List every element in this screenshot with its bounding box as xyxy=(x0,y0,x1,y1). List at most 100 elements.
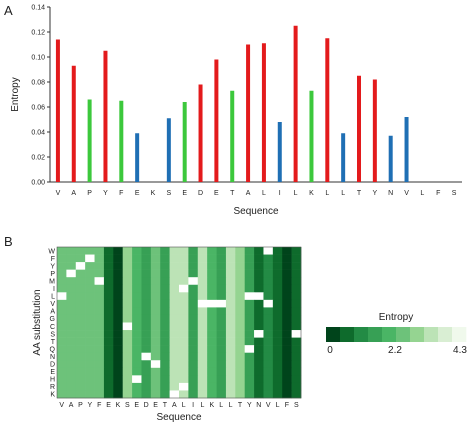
heatmap-cell xyxy=(244,360,255,369)
legend-swatch xyxy=(382,327,397,342)
heatmap-cell xyxy=(160,269,170,278)
heatmap-cell xyxy=(263,247,274,255)
heatmap-cell xyxy=(244,352,255,361)
column-label: F xyxy=(97,402,101,409)
column-label: T xyxy=(238,402,243,409)
heatmap-cell xyxy=(122,254,133,263)
heatmap-cell xyxy=(282,284,292,293)
heatmap-cell xyxy=(75,337,86,346)
heatmap-cell xyxy=(66,367,77,376)
heatmap-cell xyxy=(94,254,105,263)
heatmap-cell xyxy=(57,254,67,263)
heatmap-cell xyxy=(225,307,236,316)
heatmap-cell xyxy=(103,337,114,346)
heatmap-cell xyxy=(150,277,161,286)
legend-swatch xyxy=(410,327,425,342)
heatmap-cell xyxy=(272,375,283,384)
heatmap-cell xyxy=(263,314,274,323)
heatmap-cell xyxy=(207,330,217,338)
heatmap-cell xyxy=(169,277,180,286)
heatmap-cell xyxy=(235,247,245,255)
heatmap-cell xyxy=(244,330,255,338)
heatmap-cell xyxy=(282,262,292,270)
heatmap-cell xyxy=(141,299,152,308)
heatmap-cell xyxy=(272,262,283,270)
heatmap-cell xyxy=(254,360,264,369)
heatmap-cell xyxy=(225,262,236,270)
heatmap-cell xyxy=(122,299,133,308)
heatmap-cell xyxy=(160,360,170,369)
heatmap-cell xyxy=(188,247,199,255)
x-tick-label: Y xyxy=(373,190,378,197)
heatmap-cell xyxy=(197,337,208,346)
heatmap-cell xyxy=(141,314,152,323)
heatmap-cell xyxy=(291,262,302,270)
heatmap-cell xyxy=(188,292,199,301)
column-label: D xyxy=(144,402,149,409)
heatmap-cell xyxy=(132,352,142,361)
column-label: L xyxy=(201,402,205,409)
row-label: Q xyxy=(50,346,56,353)
heatmap-cell xyxy=(179,292,189,301)
heatmap-cell xyxy=(225,284,236,293)
column-label: E xyxy=(153,402,158,409)
bar xyxy=(357,75,361,182)
heatmap-cell xyxy=(197,254,208,263)
heatmap-cell xyxy=(282,330,292,338)
column-label: T xyxy=(163,402,168,409)
heatmap-cell xyxy=(85,254,95,263)
heatmap-cell xyxy=(141,262,152,270)
y-tick-label: 0.10 xyxy=(31,55,45,62)
heatmap-cell xyxy=(216,314,227,323)
heatmap-cell xyxy=(282,254,292,263)
heatmap-cell xyxy=(122,345,133,353)
heatmap-cell xyxy=(75,360,86,369)
bar xyxy=(246,44,251,182)
heatmap-cell xyxy=(85,284,95,293)
heatmap-cell xyxy=(66,352,77,361)
heatmap-cell xyxy=(244,307,255,316)
heatmap-cell xyxy=(254,299,264,308)
row-label: P xyxy=(50,271,55,278)
row-label: C xyxy=(50,324,55,331)
heatmap-cell xyxy=(75,284,86,293)
heatmap-cell xyxy=(160,277,170,286)
heatmap-cell xyxy=(188,284,199,293)
heatmap-cell xyxy=(122,330,133,338)
heatmap-cell xyxy=(282,247,292,255)
heatmap-cell xyxy=(263,277,274,286)
row-label: K xyxy=(50,392,55,399)
heatmap-cell xyxy=(85,375,95,384)
heatmap-cell xyxy=(85,314,95,323)
x-tick-label: N xyxy=(388,190,393,197)
heatmap-cell xyxy=(57,292,67,301)
heatmap-cell xyxy=(141,345,152,353)
x-tick-label: Y xyxy=(103,190,108,197)
heatmap-cell xyxy=(291,307,302,316)
heatmap-cell xyxy=(103,307,114,316)
heatmap-cell xyxy=(197,375,208,384)
row-label: G xyxy=(50,316,55,323)
heatmap-cell xyxy=(216,337,227,346)
heatmap-cell xyxy=(216,254,227,263)
heatmap-cell xyxy=(160,299,170,308)
heatmap-cell xyxy=(150,382,161,391)
heatmap-cell xyxy=(225,299,236,308)
heatmap-cell xyxy=(75,307,86,316)
heatmap-cell xyxy=(57,367,67,376)
heatmap-cell xyxy=(216,390,227,399)
heatmap-cell xyxy=(169,352,180,361)
heatmap-cell xyxy=(225,277,236,286)
heatmap-cell xyxy=(272,390,283,399)
heatmap-cell xyxy=(235,299,245,308)
heatmap-cell xyxy=(254,269,264,278)
row-label: F xyxy=(51,256,55,263)
x-axis-title: Sequence xyxy=(156,412,201,423)
heatmap-cell xyxy=(254,247,264,255)
heatmap-cell xyxy=(132,262,142,270)
heatmap-cell xyxy=(282,314,292,323)
heatmap-cell xyxy=(197,299,208,308)
heatmap-cell xyxy=(197,262,208,270)
heatmap-cell xyxy=(160,322,170,331)
bar xyxy=(404,117,409,182)
